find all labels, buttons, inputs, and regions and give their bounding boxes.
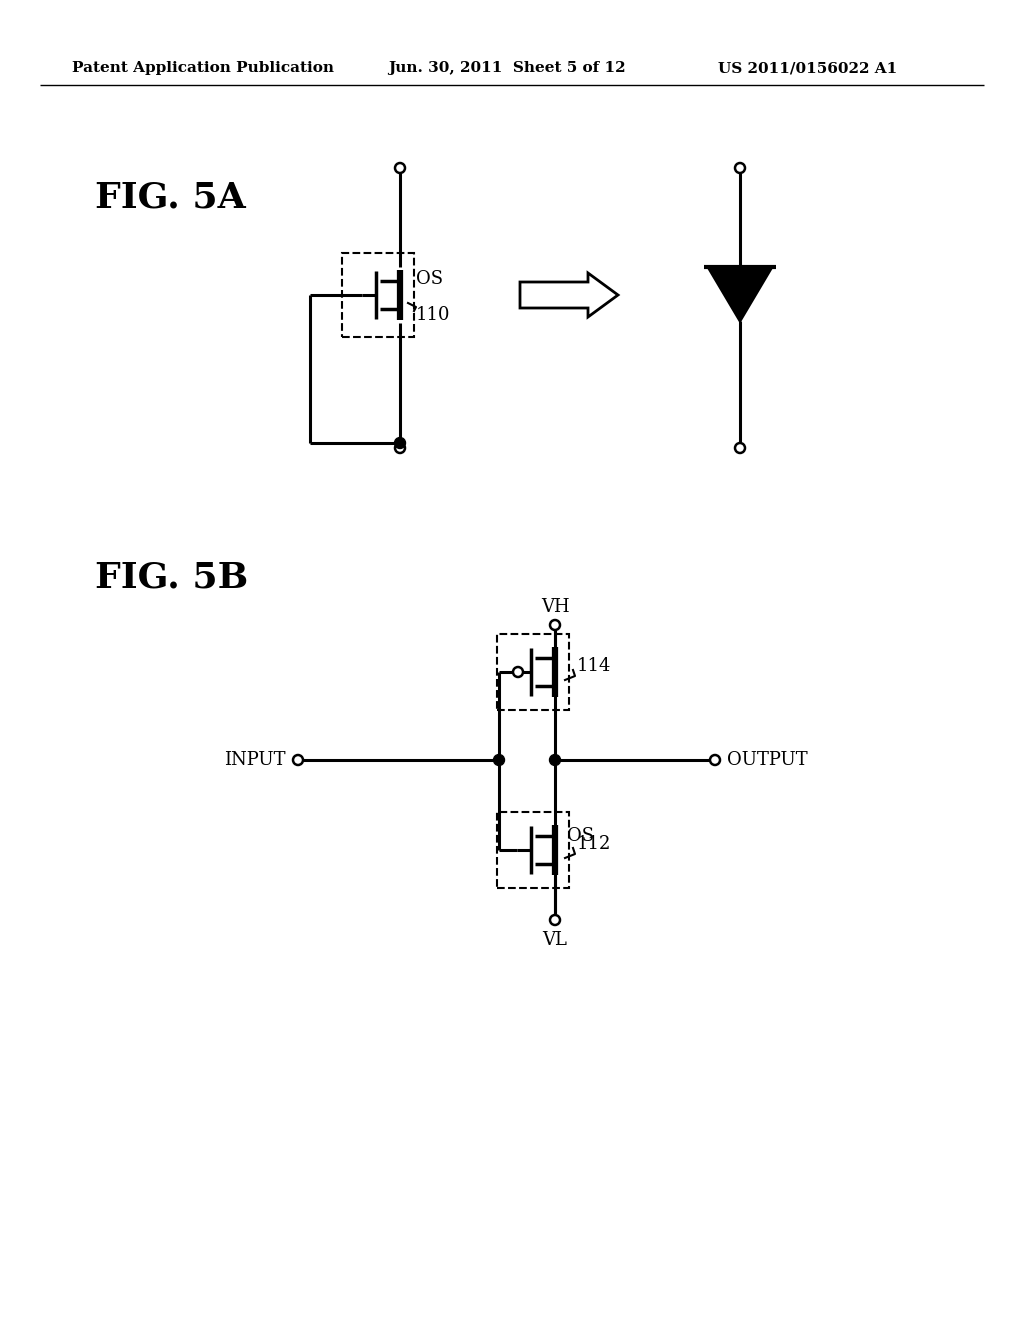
Text: US 2011/0156022 A1: US 2011/0156022 A1	[718, 61, 897, 75]
Text: INPUT: INPUT	[224, 751, 286, 770]
Circle shape	[394, 437, 406, 449]
Text: OUTPUT: OUTPUT	[727, 751, 808, 770]
Bar	[497, 634, 569, 710]
Circle shape	[550, 755, 560, 766]
Circle shape	[494, 755, 505, 766]
Bar	[497, 812, 569, 888]
Text: 110: 110	[416, 306, 451, 323]
Text: 114: 114	[577, 657, 611, 675]
Polygon shape	[708, 267, 772, 321]
Text: FIG. 5A: FIG. 5A	[95, 181, 246, 215]
Polygon shape	[520, 273, 618, 317]
Text: Jun. 30, 2011  Sheet 5 of 12: Jun. 30, 2011 Sheet 5 of 12	[388, 61, 626, 75]
Text: OS: OS	[567, 828, 594, 845]
Bar	[342, 253, 414, 337]
Text: FIG. 5B: FIG. 5B	[95, 561, 248, 595]
Text: Patent Application Publication: Patent Application Publication	[72, 61, 334, 75]
Text: 112: 112	[577, 836, 611, 853]
Text: VH: VH	[541, 598, 569, 616]
Text: VL: VL	[543, 931, 567, 949]
Text: OS: OS	[416, 271, 443, 288]
